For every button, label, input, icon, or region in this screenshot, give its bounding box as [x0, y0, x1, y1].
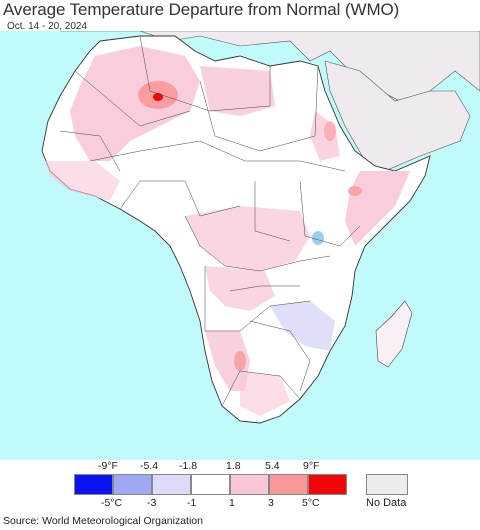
legend-swatch-6	[269, 474, 308, 495]
zambia-malawi-cool-region	[270, 301, 335, 351]
madagascar	[375, 300, 413, 368]
ethiopia-warm-spot	[348, 186, 362, 196]
legend-swatch-7	[308, 474, 347, 495]
legend-swatch-5	[230, 474, 269, 495]
legend-f-label-4: 1.8	[226, 460, 241, 472]
country-borders	[59, 35, 361, 407]
legend-nodata-label: No Data	[366, 497, 407, 509]
legend-swatch-2	[113, 474, 152, 495]
legend-nodata-swatch	[366, 474, 408, 495]
lake-victoria	[312, 231, 324, 245]
legend-swatch-3	[152, 474, 191, 495]
botswana-warm-spot	[234, 351, 246, 371]
central-africa-warm-region	[185, 206, 310, 271]
legend-swatch-1	[74, 474, 113, 495]
southern-africa-warm-region	[205, 266, 275, 311]
south-africa-warm-region	[240, 371, 290, 416]
libya-egypt-warm-region	[200, 66, 275, 116]
legend-c-label-4: 1	[229, 497, 235, 509]
sudan-warm-spot	[324, 121, 336, 141]
source-credit: Source: World Meteorological Organizatio…	[3, 515, 203, 527]
legend-c-label-5: 3	[268, 497, 274, 509]
legend-f-label-5: 5.4	[265, 460, 280, 472]
date-range: Oct. 14 - 20, 2024	[7, 21, 88, 32]
legend-c-label-2: -3	[147, 497, 157, 509]
legend-f-label-3: -1.8	[179, 460, 198, 472]
legend-swatch-4	[191, 474, 230, 495]
sahara-warm-region	[70, 46, 200, 161]
map-title: Average Temperature Departure from Norma…	[3, 0, 400, 19]
legend-c-label-6: 5°C	[302, 497, 320, 509]
legend-c-label-3: -1	[187, 497, 197, 509]
west-africa-warm-region	[45, 161, 120, 201]
namibia-warm-region	[205, 331, 250, 391]
legend-f-label-2: -5.4	[140, 460, 159, 472]
legend-f-label-1: -9°F	[98, 460, 118, 472]
legend-f-label-6: 9°F	[303, 460, 320, 472]
algeria-hot-spot	[153, 93, 163, 101]
temperature-map	[0, 31, 480, 460]
legend-c-label-1: -5°C	[101, 497, 123, 509]
arabia-landmass	[324, 60, 471, 172]
